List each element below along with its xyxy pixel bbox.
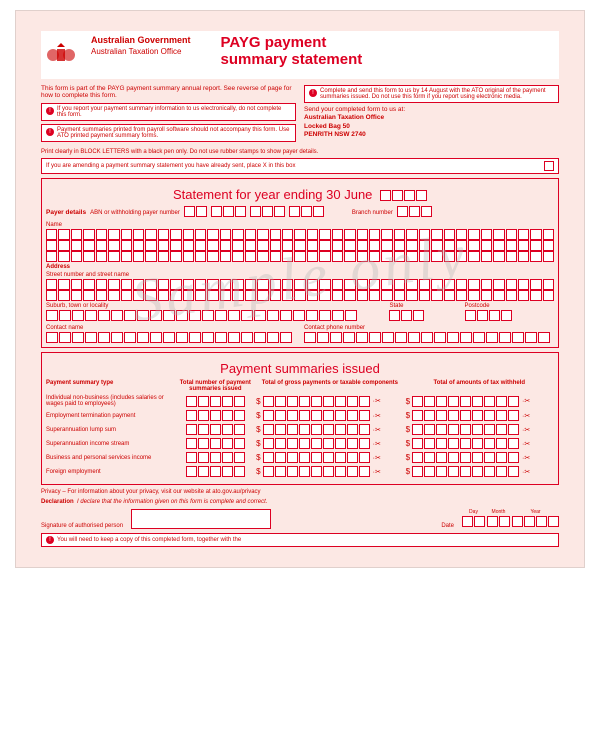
name-input-3[interactable] (46, 251, 554, 262)
form-title: PAYG payment summary statement (221, 35, 363, 75)
mailing-address: Send your completed form to us at: Austr… (304, 106, 559, 140)
contact-phone-label: Contact phone number (304, 325, 554, 331)
date-label: Date (441, 523, 454, 529)
suburb-label: Suburb, town or locality (46, 303, 381, 309)
postcode-label: Postcode (465, 303, 554, 309)
payment-row: Superannuation lump sum $·✂ $·✂ (46, 424, 554, 435)
state-input[interactable] (389, 310, 456, 321)
payment-section: Payment summaries issued Payment summary… (41, 352, 559, 485)
date-input[interactable]: Day Month Year (462, 509, 559, 529)
declaration: Declaration I declare that the informati… (41, 499, 559, 505)
info-row: This form is part of the PAYG payment su… (41, 85, 559, 145)
payment-header: Payment summary type Total number of pay… (46, 380, 554, 392)
privacy-note: Privacy – For information about your pri… (41, 489, 559, 495)
branch-input[interactable] (397, 206, 432, 217)
note-deadline: !Complete and send this form to us by 14… (304, 85, 559, 103)
payment-row: Individual non-business (includes salari… (46, 395, 554, 407)
name-label: Name (46, 222, 554, 228)
payment-row: Employment termination payment $·✂ $·✂ (46, 410, 554, 421)
branch-label: Branch number (352, 210, 393, 216)
state-label: State (389, 303, 456, 309)
keep-note: !You will need to keep a copy of this co… (41, 533, 559, 547)
form-page: Australian Government Australian Taxatio… (15, 10, 585, 568)
signature-input[interactable] (131, 509, 271, 529)
payment-row: Foreign employment $·✂ $·✂ (46, 466, 554, 477)
abn-label: ABN or withholding payer number (90, 210, 180, 216)
contact-name-label: Contact name (46, 325, 296, 331)
contact-name-input[interactable] (46, 332, 296, 343)
payment-row: Superannuation income stream $·✂ $·✂ (46, 438, 554, 449)
amend-checkbox[interactable] (544, 161, 554, 171)
info-icon: ! (309, 89, 317, 97)
street-input-1[interactable] (46, 279, 554, 290)
section2-title: Payment summaries issued (46, 361, 554, 376)
govt-name: Australian Government Australian Taxatio… (91, 35, 191, 75)
name-input-2[interactable] (46, 240, 554, 251)
street-input-2[interactable] (46, 290, 554, 301)
suburb-input[interactable] (46, 310, 381, 321)
payer-section: Statement for year ending 30 June Payer … (41, 178, 559, 348)
payment-row: Business and personal services income $·… (46, 452, 554, 463)
intro-text: This form is part of the PAYG payment su… (41, 85, 296, 99)
payer-details-label: Payer details (46, 209, 86, 216)
note-payroll: !Payment summaries printed from payroll … (41, 124, 296, 142)
contact-phone-input[interactable] (304, 332, 554, 343)
coat-of-arms-icon (41, 35, 81, 75)
signature-label: Signature of authorised person (41, 523, 123, 529)
print-note: Print clearly in BLOCK LETTERS with a bl… (41, 149, 559, 155)
abn-input[interactable] (184, 206, 207, 217)
name-input-1[interactable] (46, 229, 554, 240)
info-icon: ! (46, 128, 54, 136)
note-electronic: !If you report your payment summary info… (41, 103, 296, 121)
postcode-input[interactable] (465, 310, 554, 321)
section1-title: Statement for year ending 30 June (46, 187, 554, 202)
header: Australian Government Australian Taxatio… (41, 31, 559, 79)
info-icon: ! (46, 107, 54, 115)
address-label: Address (46, 264, 554, 270)
street-label: Street number and street name (46, 272, 554, 278)
signature-row: Signature of authorised person Date Day … (41, 509, 559, 529)
amend-bar: If you are amending a payment summary st… (41, 158, 559, 174)
